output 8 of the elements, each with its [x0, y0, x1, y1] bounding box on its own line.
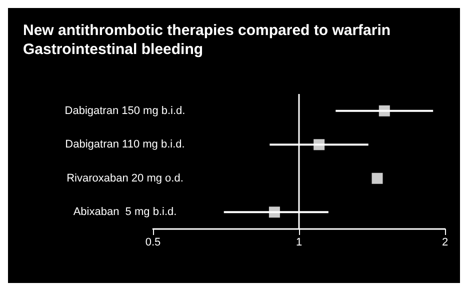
y-tick-label: Abixaban 5 mg b.i.d.: [73, 206, 177, 218]
chart-title: New antithrombotic therapies compared to warfarin Gastrointestinal bleeding: [23, 22, 391, 58]
x-tick-label: 2: [442, 236, 448, 248]
y-tick-label: Dabigatran 150 mg b.i.d.: [64, 104, 186, 117]
x-tick-label: 0.5: [145, 236, 161, 248]
y-tick-label: Dabigatran 110 mg b.i.d.: [65, 138, 185, 151]
y-tick-label: Rivaroxaban 20 mg o.d.: [66, 172, 184, 184]
x-tick-label: 1: [296, 236, 302, 248]
